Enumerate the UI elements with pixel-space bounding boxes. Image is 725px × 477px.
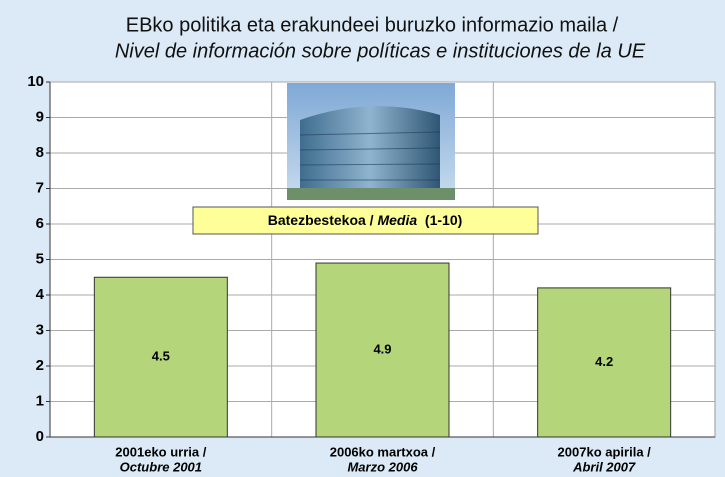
y-tick-label: 9 — [36, 108, 44, 125]
value-label: 4.9 — [373, 341, 391, 356]
annotation: Batezbestekoa / Media (1-10) — [268, 212, 463, 228]
x-tick-label: Octubre 2001 — [120, 459, 202, 474]
bars: 4.5 4.9 4.2 — [94, 263, 670, 437]
y-tick-label: 7 — [36, 179, 44, 196]
y-tick-label: 4 — [36, 286, 45, 303]
x-tick-label: 2006ko martxoa / — [330, 444, 436, 459]
y-tick-label: 5 — [36, 250, 44, 267]
annotation-part: Batezbestekoa / — [268, 212, 378, 228]
photo — [287, 83, 455, 200]
page: EBko politika eta erakundeei buruzko inf… — [0, 0, 725, 477]
x-tick-label: 2001eko urria / — [115, 444, 206, 459]
y-tick-label: 2 — [36, 357, 44, 374]
x-tick-label: Abril 2007 — [572, 459, 636, 474]
value-label: 4.2 — [595, 354, 613, 369]
chart: EBko politika eta erakundeei buruzko inf… — [0, 0, 725, 477]
x-tick-label: 2007ko apirila / — [558, 444, 652, 459]
y-tick-label: 10 — [27, 73, 44, 90]
x-tick-label: Marzo 2006 — [347, 459, 418, 474]
title-line: EBko politika eta erakundeei buruzko inf… — [126, 14, 619, 36]
value-label: 4.5 — [152, 349, 170, 364]
title-line: Nivel de información sobre políticas e i… — [115, 40, 646, 62]
y-tick-label: 6 — [36, 215, 44, 232]
y-tick-label: 0 — [36, 428, 44, 445]
y-tick-label: 1 — [36, 392, 44, 409]
annotation-part: (1-10) — [417, 212, 462, 228]
y-tick-label: 8 — [36, 144, 44, 161]
y-tick-label: 3 — [36, 321, 44, 338]
annotation-part: Media — [377, 212, 417, 228]
